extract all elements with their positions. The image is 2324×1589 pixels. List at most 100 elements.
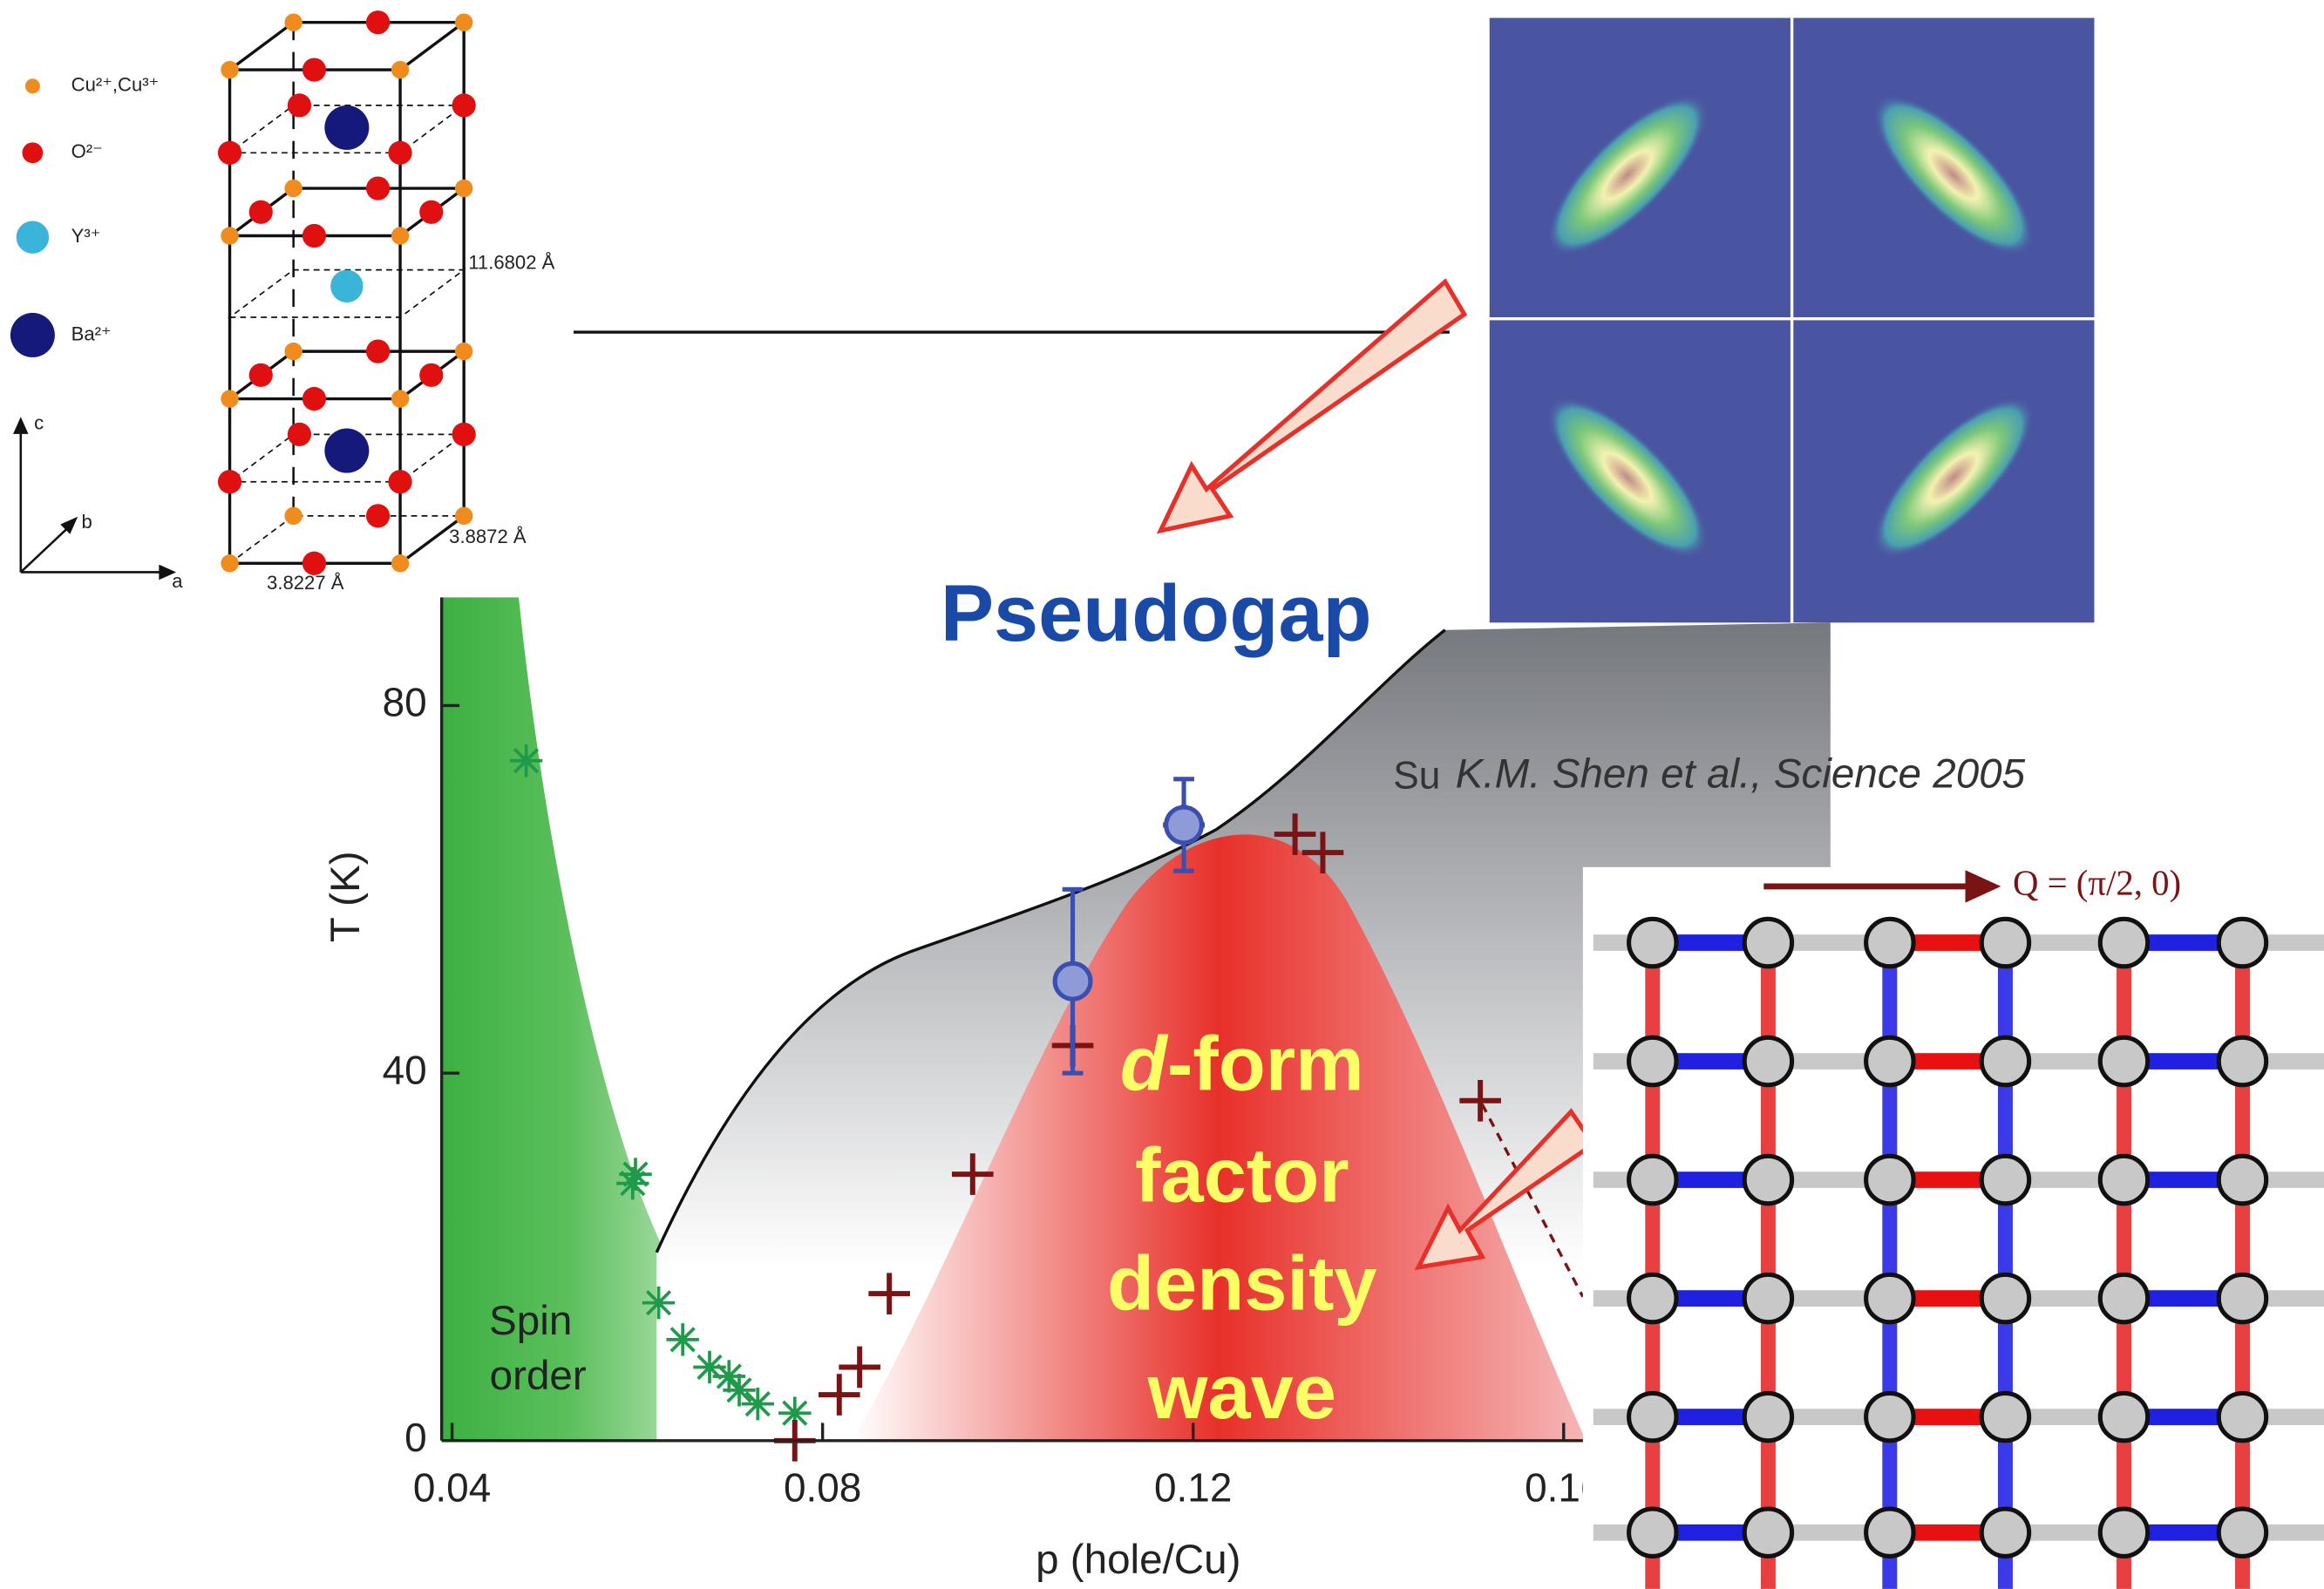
lattice-site bbox=[1742, 1390, 1795, 1443]
dome-boundary bbox=[1480, 1103, 1585, 1298]
atom bbox=[284, 179, 302, 198]
atom bbox=[391, 60, 410, 79]
lattice-site bbox=[1864, 1390, 1916, 1443]
fermi-arc bbox=[1872, 397, 2034, 558]
fermi-arc bbox=[1546, 94, 1708, 255]
lattice-site bbox=[2097, 1272, 2151, 1325]
dimension-label: 11.6802 Å bbox=[468, 252, 554, 274]
arrow-head bbox=[13, 417, 177, 581]
data-point bbox=[868, 1273, 910, 1314]
data-point bbox=[642, 1286, 676, 1320]
pseudogap-boundary bbox=[655, 628, 1446, 1253]
y-axis-label: T (K) bbox=[323, 851, 369, 942]
lattice-site bbox=[2216, 1153, 2269, 1206]
atom bbox=[454, 506, 473, 526]
lattice-site bbox=[1979, 1390, 2032, 1443]
data-point bbox=[951, 1153, 994, 1195]
marker-stroke bbox=[726, 1377, 752, 1403]
atom bbox=[221, 60, 239, 79]
lattice-site bbox=[1742, 916, 1795, 969]
lattice-site bbox=[1627, 1153, 1679, 1206]
crystal-axes bbox=[13, 417, 177, 581]
lattice-site bbox=[1627, 916, 1679, 969]
atom bbox=[284, 342, 302, 361]
marker-circle bbox=[1052, 961, 1093, 1002]
atom bbox=[302, 58, 327, 82]
axis-label: a bbox=[172, 570, 183, 592]
atom bbox=[324, 428, 370, 473]
crystal-legend: Cu²⁺,Cu³⁺ O²⁻ Y³⁺ Ba²⁺ c b a 11.6802 Å 3… bbox=[10, 74, 555, 594]
atom bbox=[287, 93, 312, 118]
data-point bbox=[1164, 805, 1205, 845]
lattice-site bbox=[1742, 1035, 1795, 1088]
lattice-site bbox=[1627, 1506, 1679, 1558]
data-point bbox=[723, 1374, 756, 1407]
annotation: Spin bbox=[489, 1298, 572, 1344]
crystal-structure bbox=[217, 10, 476, 575]
lattice-site bbox=[1627, 1272, 1679, 1325]
callout-arrow bbox=[1156, 278, 1468, 534]
density-wave-label: d-form factor density wave bbox=[1107, 1021, 1377, 1435]
spin-order-region bbox=[441, 597, 808, 1441]
atom bbox=[221, 227, 239, 245]
lattice-site bbox=[2216, 1506, 2269, 1558]
lattice-diagram: Q = (π/2, 0) bbox=[1582, 863, 2324, 1589]
lattice-site bbox=[1979, 1272, 2032, 1325]
data-point bbox=[839, 1346, 880, 1389]
cell-edge bbox=[229, 515, 465, 564]
atom bbox=[330, 269, 364, 303]
lattice-site bbox=[1864, 1153, 1916, 1206]
annotation: d-form bbox=[1120, 1021, 1364, 1107]
arpes-map bbox=[1489, 17, 2095, 623]
legend-label: Cu²⁺,Cu³⁺ bbox=[71, 74, 160, 96]
axis-label: c bbox=[34, 411, 44, 433]
annotation: d bbox=[1120, 1021, 1169, 1107]
annotation: -form bbox=[1167, 1021, 1364, 1107]
atom bbox=[324, 105, 370, 150]
atom bbox=[217, 470, 242, 494]
lattice-site bbox=[2097, 1506, 2151, 1558]
annotation: factor bbox=[1135, 1132, 1349, 1219]
lattice-site bbox=[1864, 1035, 1916, 1088]
cell-edge bbox=[399, 21, 465, 71]
lattice-site bbox=[1742, 1272, 1795, 1325]
lattice-site bbox=[2097, 1153, 2151, 1206]
lattice-site bbox=[1864, 916, 1916, 969]
lattice-site bbox=[2097, 916, 2151, 969]
x-tick-label: 0.04 bbox=[413, 1465, 491, 1511]
data-point bbox=[1274, 813, 1316, 855]
legend-label: Y³⁺ bbox=[71, 225, 101, 247]
atom bbox=[454, 179, 473, 198]
atom bbox=[302, 551, 327, 575]
atom bbox=[419, 200, 444, 224]
atom bbox=[365, 339, 391, 363]
lattice-site bbox=[1742, 1153, 1795, 1206]
marker-stroke bbox=[622, 1161, 649, 1187]
lattice-site bbox=[2216, 1272, 2269, 1325]
annotation: order bbox=[490, 1353, 587, 1399]
lattice-background bbox=[1582, 866, 2324, 1589]
atom bbox=[452, 422, 476, 446]
dimension-label: 3.8872 Å bbox=[449, 526, 527, 547]
data-point bbox=[666, 1323, 699, 1356]
lattice-site bbox=[2097, 1390, 2151, 1443]
wavevector-label: Q = (π/2, 0) bbox=[2013, 863, 2181, 902]
annotation: density bbox=[1107, 1240, 1377, 1327]
data-point bbox=[741, 1387, 774, 1421]
citation: K.M. Shen et al., Science 2005 bbox=[1456, 751, 2026, 798]
callout-arrow bbox=[1414, 1108, 1597, 1271]
dashed-plane bbox=[227, 268, 466, 318]
atom bbox=[391, 390, 410, 408]
lattice-site bbox=[2216, 916, 2269, 969]
dimension-label: 3.8227 Å bbox=[267, 572, 344, 594]
marker-stroke bbox=[744, 1391, 771, 1417]
fermi-arc bbox=[1872, 94, 2034, 255]
lattice-site bbox=[2216, 1035, 2269, 1088]
data-point bbox=[712, 1360, 746, 1393]
lattice-site bbox=[1979, 1035, 2032, 1088]
legend-swatch bbox=[16, 221, 50, 254]
annotation: Pseudogap bbox=[941, 569, 1372, 658]
axis-label: b bbox=[82, 511, 92, 533]
atom bbox=[284, 13, 302, 31]
